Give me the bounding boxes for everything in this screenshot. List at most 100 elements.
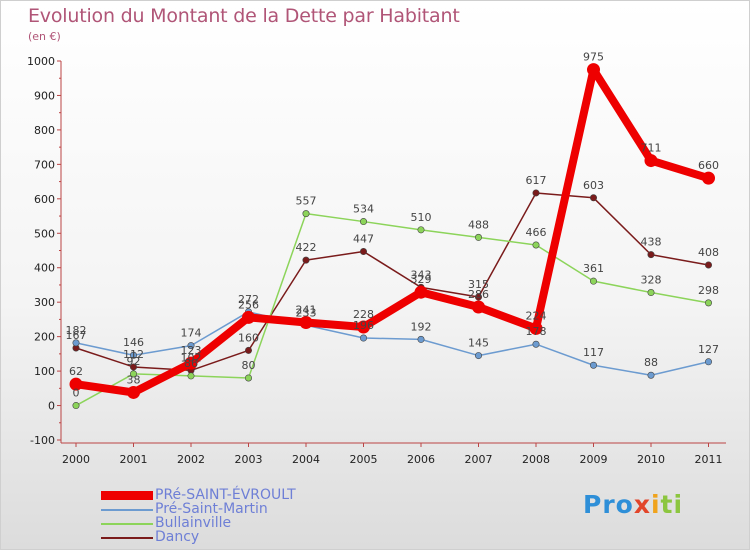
x-tick-label: 2004 — [292, 453, 320, 466]
y-tick-label: 900 — [34, 89, 55, 102]
data-label: 88 — [644, 356, 658, 369]
data-point — [72, 402, 80, 410]
data-label: 123 — [181, 344, 202, 357]
legend-swatch — [101, 509, 153, 511]
x-tick-label: 2007 — [465, 453, 493, 466]
series-line — [75, 311, 710, 376]
data-point — [245, 346, 253, 354]
logo-part-4: ti — [660, 490, 684, 519]
data-point — [184, 356, 198, 370]
data-point — [130, 363, 138, 371]
data-label: 438 — [641, 236, 662, 249]
data-label: 975 — [583, 51, 604, 64]
data-label: 660 — [698, 159, 719, 172]
data-label: 178 — [526, 325, 547, 338]
data-label: 328 — [641, 274, 662, 287]
logo-part-2: x — [633, 490, 651, 519]
data-label: 146 — [123, 336, 144, 349]
data-label: 196 — [353, 319, 374, 332]
logo-part-3: i — [650, 490, 661, 519]
data-point — [130, 351, 138, 359]
data-point — [474, 352, 482, 360]
data-label: 603 — [583, 179, 604, 192]
data-label: 256 — [238, 298, 259, 311]
data-label: 62 — [69, 365, 83, 378]
data-label: 298 — [698, 284, 719, 297]
y-tick-label: 200 — [34, 331, 55, 344]
legend-label: PRé-SAINT-ÉVROULT — [155, 487, 296, 503]
y-tick-label: 400 — [34, 262, 55, 275]
data-label: 408 — [698, 246, 719, 259]
data-label: 102 — [181, 351, 202, 364]
data-label: 466 — [526, 226, 547, 239]
data-point — [704, 261, 712, 269]
data-label: 192 — [411, 320, 432, 333]
data-label: 286 — [468, 288, 489, 301]
proxiti-logo: Proxiti — [583, 490, 683, 519]
legend-label: Dancy — [155, 529, 200, 545]
data-point — [532, 189, 540, 197]
x-tick-label: 2009 — [580, 453, 608, 466]
series-line — [75, 212, 710, 407]
series-line — [75, 192, 710, 372]
legend-swatch — [101, 523, 153, 525]
data-label: 361 — [583, 262, 604, 275]
data-point — [702, 171, 715, 185]
data-point — [359, 334, 367, 342]
data-label: 272 — [238, 293, 259, 306]
data-point — [414, 285, 428, 299]
legend-swatch — [101, 537, 153, 539]
x-tick-label: 2003 — [235, 453, 263, 466]
data-label: 241 — [296, 304, 317, 317]
data-label: 422 — [296, 241, 317, 254]
data-label: 488 — [468, 218, 489, 231]
data-label: 233 — [296, 306, 317, 319]
data-point — [302, 210, 310, 218]
data-point — [417, 335, 425, 343]
data-label: 174 — [181, 327, 202, 340]
legend-swatch — [101, 491, 153, 500]
data-point — [357, 320, 370, 334]
data-point — [474, 293, 482, 301]
y-tick-label: 800 — [34, 124, 55, 137]
data-point — [647, 371, 655, 379]
y-tick-label: -100 — [30, 434, 55, 447]
data-point — [474, 233, 482, 241]
data-label: 228 — [353, 308, 374, 321]
data-label: 557 — [296, 195, 317, 208]
data-label: 711 — [641, 142, 662, 155]
x-tick-label: 2000 — [62, 453, 90, 466]
data-point — [69, 377, 83, 391]
data-label: 224 — [526, 309, 547, 322]
data-label: 167 — [66, 329, 87, 342]
data-label: 117 — [583, 346, 604, 359]
series-line — [72, 65, 713, 397]
data-label: 38 — [127, 373, 141, 386]
data-label: 343 — [411, 268, 432, 281]
data-point — [589, 194, 597, 202]
data-label: 160 — [238, 331, 259, 344]
data-point — [359, 248, 367, 256]
y-tick-label: 700 — [34, 158, 55, 171]
data-point — [72, 339, 80, 347]
data-point — [472, 300, 485, 314]
y-tick-label: 1000 — [27, 55, 55, 68]
data-point — [704, 358, 712, 366]
data-point — [245, 374, 253, 382]
data-point — [302, 256, 310, 264]
data-point — [587, 63, 600, 77]
chart-title: Evolution du Montant de la Dette par Hab… — [28, 5, 460, 27]
x-tick-label: 2011 — [695, 453, 723, 466]
data-label: 534 — [353, 203, 374, 216]
y-tick-label: 0 — [48, 400, 55, 413]
data-point — [647, 289, 655, 297]
data-point — [187, 342, 195, 350]
data-point — [589, 361, 597, 369]
x-tick-label: 2001 — [120, 453, 148, 466]
data-point — [532, 340, 540, 348]
x-tick-label: 2008 — [522, 453, 550, 466]
data-label: 86 — [184, 357, 198, 370]
data-label: 127 — [698, 343, 719, 356]
data-point — [532, 241, 540, 249]
